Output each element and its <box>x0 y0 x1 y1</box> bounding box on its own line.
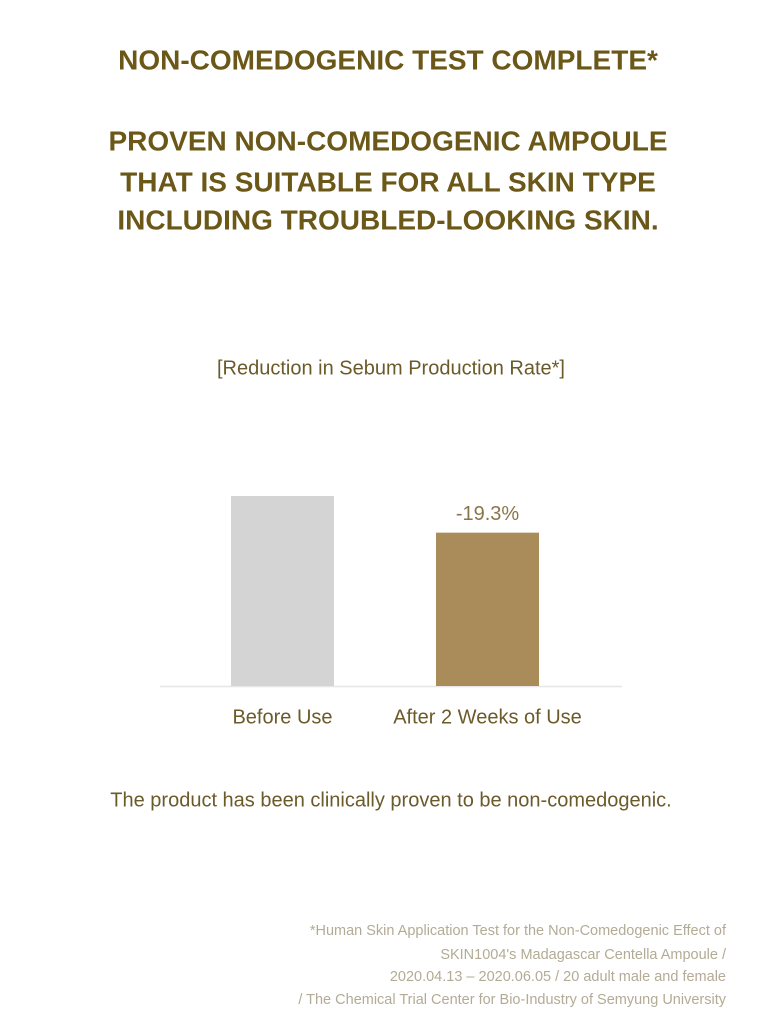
footnote: *Human Skin Application Test for the Non… <box>310 923 727 939</box>
annotation: -19.3% <box>456 503 520 525</box>
headline: THAT IS SUITABLE FOR ALL SKIN TYPE <box>120 166 656 197</box>
page-title: NON-COMEDOGENIC TEST COMPLETE* <box>118 44 658 75</box>
footnote: SKIN1004's Madagascar Centella Ampoule / <box>440 947 727 963</box>
x-tick-label: Before Use <box>232 706 332 728</box>
footnote: 2020.04.13 – 2020.06.05 / 20 adult male … <box>390 969 726 985</box>
x-tick-label: After 2 Weeks of Use <box>393 706 582 728</box>
headline: PROVEN NON-COMEDOGENIC AMPOULE <box>109 125 668 156</box>
bar <box>436 532 539 686</box>
footnote: / The Chemical Trial Center for Bio-Indu… <box>298 992 726 1008</box>
bar <box>231 496 334 686</box>
chart-title: [Reduction in Sebum Production Rate*] <box>217 357 565 379</box>
headline: INCLUDING TROUBLED-LOOKING SKIN. <box>117 204 658 235</box>
statement: The product has been clinically proven t… <box>110 789 671 811</box>
